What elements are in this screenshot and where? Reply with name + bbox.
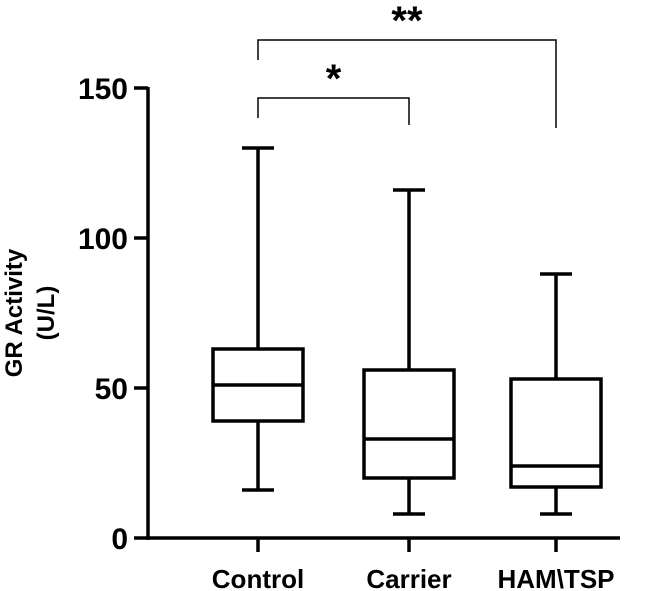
y-axis-unit-label: (U/L) bbox=[33, 286, 60, 341]
box-control bbox=[211, 146, 305, 492]
interquartile-box bbox=[362, 368, 456, 480]
y-tick-label: 0 bbox=[111, 523, 128, 556]
y-tick-label: 100 bbox=[78, 223, 128, 256]
x-axis: Control Carrier HAM\TSP bbox=[146, 536, 620, 591]
x-category-label: Control bbox=[212, 564, 304, 591]
significance-brackets: *** bbox=[257, 0, 557, 128]
box-carrier bbox=[362, 188, 456, 516]
x-category-label: HAM\TSP bbox=[498, 564, 615, 591]
y-tick-label: 150 bbox=[78, 73, 128, 106]
y-axis-label: GR Activity bbox=[1, 248, 28, 377]
boxes bbox=[211, 146, 603, 516]
y-axis: 0 50 100 150 bbox=[78, 73, 150, 556]
box-ham-tsp bbox=[509, 272, 603, 516]
significance-bracket bbox=[257, 39, 557, 128]
significance-label: * bbox=[326, 57, 342, 101]
significance-bracket bbox=[257, 97, 410, 125]
y-tick-label: 50 bbox=[95, 373, 128, 406]
x-category-label: Carrier bbox=[366, 564, 451, 591]
interquartile-box bbox=[509, 377, 603, 489]
significance-label: ** bbox=[391, 0, 423, 43]
